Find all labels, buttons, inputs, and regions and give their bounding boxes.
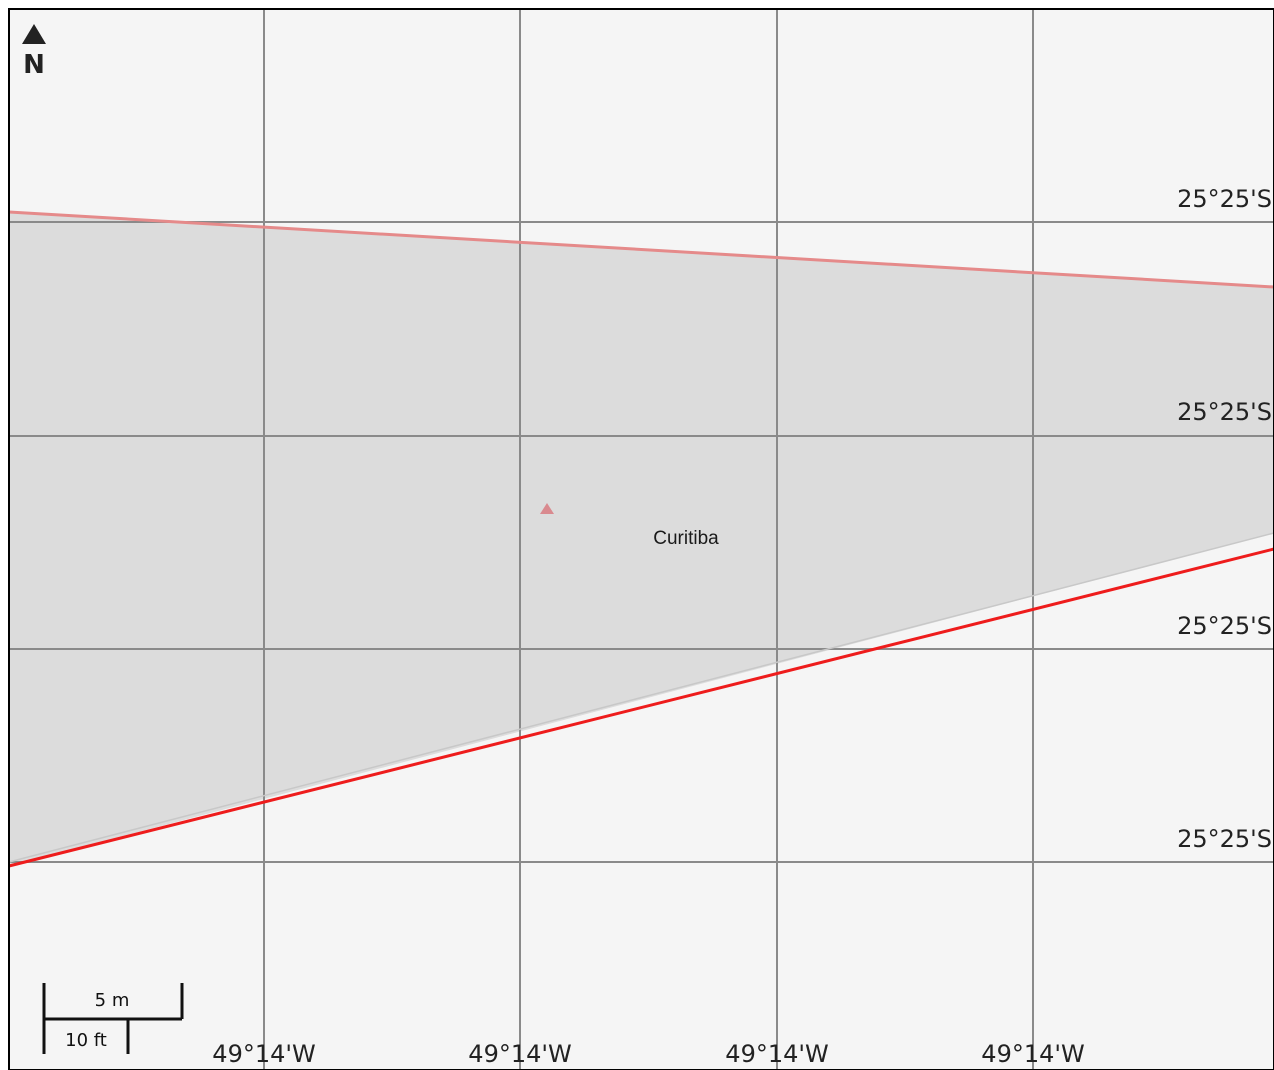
north-arrow-letter: N <box>23 50 45 80</box>
longitude-label: 49°14'W <box>468 1040 571 1068</box>
area-polygon[interactable] <box>9 212 1274 866</box>
map-frame <box>8 8 1274 1070</box>
longitude-label: 49°14'W <box>981 1040 1084 1068</box>
longitude-label: 49°14'W <box>212 1040 315 1068</box>
boundary-pink-line[interactable] <box>8 210 1274 289</box>
boundary-red-line[interactable] <box>8 547 1274 868</box>
north-arrow-icon: N <box>22 24 46 80</box>
scale-metric-label: 5 m <box>95 990 130 1011</box>
triangle-marker-icon[interactable] <box>540 503 554 514</box>
graticule <box>9 9 1274 1070</box>
scale-bar <box>42 983 184 1054</box>
scale-imperial-label: 10 ft <box>65 1030 107 1051</box>
place-label[interactable]: Curitiba <box>653 528 719 549</box>
latitude-label: 25°25'S <box>1177 825 1272 853</box>
latitude-label: 25°25'S <box>1177 612 1272 640</box>
area-edge-line <box>8 532 1274 863</box>
latitude-label: 25°25'S <box>1177 398 1272 426</box>
longitude-label: 49°14'W <box>725 1040 828 1068</box>
latitude-label: 25°25'S <box>1177 185 1272 213</box>
